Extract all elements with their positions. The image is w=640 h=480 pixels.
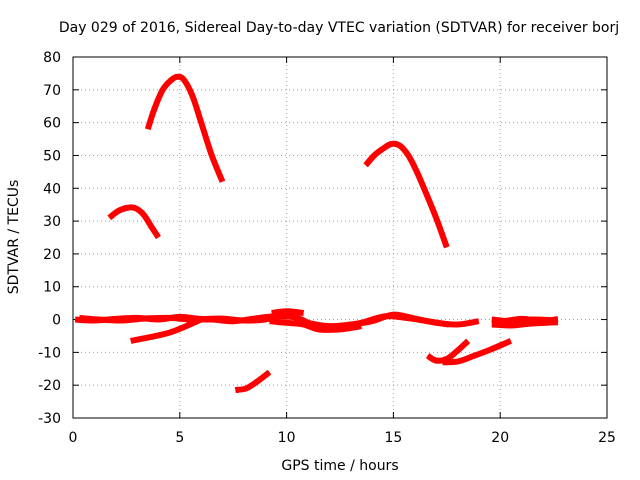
y-tick-label--20: -20: [38, 378, 61, 394]
y-tick-label-50: 50: [43, 148, 61, 164]
y-tick-label-0: 0: [52, 313, 61, 329]
series-segment-upper-bridge: [271, 308, 305, 316]
y-tick-label-40: 40: [43, 181, 61, 197]
x-axis-ticks: 0 5 10 15 20 25: [69, 57, 616, 446]
series-segment-bridge: [269, 318, 362, 333]
data-series: [74, 73, 559, 394]
x-tick-label-0: 0: [69, 430, 78, 446]
x-tick-label-5: 5: [175, 430, 184, 446]
x-tick-label-15: 15: [384, 430, 402, 446]
y-tick-label-80: 80: [43, 50, 61, 66]
series-segment-end-c: [495, 315, 559, 326]
plot-frame: [72, 56, 608, 419]
series-segment-dip-rise: [425, 338, 471, 364]
y-tick-label-30: 30: [43, 214, 61, 230]
x-tick-label-10: 10: [278, 430, 296, 446]
y-tick-label-60: 60: [43, 116, 61, 132]
series-segment-tail-rise: [442, 338, 513, 366]
series-segment-dip: [234, 369, 272, 394]
chart-title: Day 029 of 2016, Sidereal Day-to-day VTE…: [59, 20, 619, 36]
y-tick-label--10: -10: [38, 345, 61, 361]
x-axis-label: GPS time / hours: [281, 458, 398, 474]
y-tick-label-70: 70: [43, 83, 61, 99]
x-tick-label-20: 20: [491, 430, 509, 446]
series-arc-peak-34: [107, 204, 161, 240]
x-tick-label-25: 25: [598, 430, 616, 446]
series-segment-rise: [130, 316, 203, 344]
series-arc-peak-74: [144, 73, 226, 183]
y-tick-label-20: 20: [43, 247, 61, 263]
y-tick-label--30: -30: [38, 411, 61, 427]
y-axis-ticks: -30 -20 -10 0 10 20 30 40 50 60 70 80: [38, 50, 607, 427]
series-arc-peak-54: [363, 140, 450, 249]
y-axis-label: SDTVAR / TECUs: [6, 180, 22, 295]
series-baseline-b: [79, 313, 450, 332]
y-tick-label-10: 10: [43, 280, 61, 296]
